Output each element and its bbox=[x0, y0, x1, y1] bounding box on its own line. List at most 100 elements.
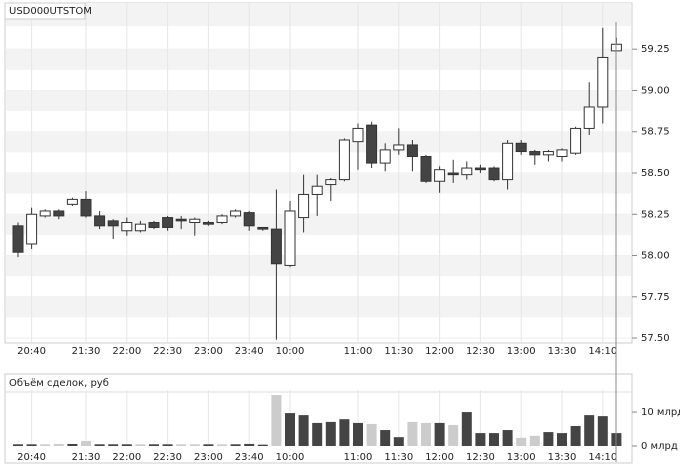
x-tick-label: 11:00 bbox=[344, 346, 373, 357]
volume-bar bbox=[176, 444, 187, 446]
candle-body bbox=[366, 124, 378, 164]
volume-bar bbox=[570, 425, 581, 446]
candle-body bbox=[162, 217, 174, 228]
stripe bbox=[6, 3, 631, 27]
x-tick-label: 13:00 bbox=[507, 346, 536, 357]
stripe bbox=[6, 255, 631, 277]
volume-bar bbox=[529, 435, 540, 446]
candle-body bbox=[502, 142, 514, 181]
volume-bar bbox=[421, 422, 431, 446]
candle-body bbox=[230, 210, 242, 217]
volume-bar bbox=[434, 422, 445, 446]
volume-bar bbox=[162, 444, 173, 446]
volume-bar bbox=[26, 444, 37, 446]
x-tick-label: 10:00 bbox=[276, 452, 305, 463]
y-tick-label: 57.75 bbox=[641, 292, 670, 303]
y-tick-label: 58.00 bbox=[641, 251, 670, 262]
x-tick-label: 23:40 bbox=[235, 346, 264, 357]
candle-body bbox=[474, 167, 486, 171]
candle-body bbox=[134, 223, 146, 232]
candle-body bbox=[556, 149, 568, 157]
candle-body bbox=[80, 198, 92, 217]
candle-body bbox=[461, 167, 473, 176]
stripe bbox=[6, 296, 631, 318]
x-tick-label: 11:00 bbox=[344, 452, 373, 463]
volume-bar bbox=[230, 444, 241, 446]
x-tick-label: 10:00 bbox=[276, 346, 305, 357]
candle-body bbox=[66, 198, 78, 205]
candle-body bbox=[298, 193, 310, 219]
volume-bar bbox=[339, 419, 350, 446]
volume-bar bbox=[271, 395, 282, 446]
candle-body bbox=[257, 226, 269, 230]
x-tick-label: 12:30 bbox=[466, 452, 495, 463]
candle-body bbox=[39, 210, 51, 217]
candle-body bbox=[447, 172, 459, 176]
volume-bar bbox=[584, 415, 595, 446]
y-tick-label: 0 млрд bbox=[641, 441, 678, 452]
stripe bbox=[6, 90, 631, 112]
y-tick-label: 58.50 bbox=[641, 168, 670, 179]
x-tick-label: 13:00 bbox=[507, 452, 536, 463]
x-tick-label: 23:00 bbox=[194, 452, 223, 463]
candle-body bbox=[270, 228, 282, 265]
candle-body bbox=[338, 139, 350, 181]
stripe bbox=[6, 131, 631, 153]
volume-bar bbox=[67, 443, 78, 446]
x-tick-label: 12:00 bbox=[425, 452, 454, 463]
volume-bar bbox=[475, 433, 486, 446]
x-tick-label: 21:30 bbox=[72, 346, 101, 357]
volume-bar bbox=[489, 433, 499, 446]
volume-bar bbox=[502, 430, 513, 446]
candle-body bbox=[12, 225, 24, 253]
title-box bbox=[4, 2, 86, 20]
candle-body bbox=[121, 222, 133, 232]
candle-body bbox=[175, 218, 187, 222]
x-tick-label: 13:30 bbox=[548, 346, 577, 357]
volume-bar bbox=[448, 424, 459, 446]
volume-bar bbox=[353, 422, 363, 446]
volume-bar bbox=[407, 421, 418, 446]
stripe bbox=[6, 49, 631, 70]
x-tick-label: 20:40 bbox=[17, 346, 46, 357]
volume-bar bbox=[366, 423, 377, 446]
volume-bar bbox=[393, 437, 404, 446]
x-tick-label: 13:30 bbox=[548, 452, 577, 463]
candle-body bbox=[311, 185, 323, 195]
candle-body bbox=[434, 169, 446, 182]
candle-body bbox=[202, 222, 214, 225]
candle-body bbox=[107, 220, 119, 227]
candle-body bbox=[216, 215, 228, 224]
x-tick-label: 22:30 bbox=[153, 452, 182, 463]
y-tick-label: 10 млрд bbox=[641, 407, 680, 418]
candle-body bbox=[583, 106, 595, 129]
volume-bar bbox=[53, 443, 64, 446]
x-tick-label: 20:40 bbox=[17, 452, 46, 463]
x-tick-label: 12:00 bbox=[425, 346, 454, 357]
candle-body bbox=[379, 149, 391, 164]
candle-body bbox=[243, 212, 255, 227]
candle-body bbox=[148, 222, 160, 228]
y-tick-label: 57.50 bbox=[641, 333, 670, 344]
candle-body bbox=[570, 127, 582, 154]
candle-body bbox=[26, 213, 38, 245]
x-tick-label: 23:40 bbox=[235, 452, 264, 463]
candle-body bbox=[406, 144, 418, 157]
x-tick-label: 11:30 bbox=[384, 346, 413, 357]
volume-bar bbox=[543, 432, 554, 446]
volume-title: Объём сделок, руб bbox=[9, 378, 109, 389]
volume-bar bbox=[244, 443, 255, 446]
candle-body bbox=[53, 210, 65, 217]
candle-body bbox=[420, 155, 432, 182]
volume-bar bbox=[597, 416, 608, 446]
x-tick-label: 21:30 bbox=[72, 452, 101, 463]
volume-bar bbox=[312, 422, 323, 446]
candle-body bbox=[393, 144, 405, 151]
volume-bar bbox=[380, 430, 391, 446]
volume-bar bbox=[149, 444, 159, 446]
candle-body bbox=[352, 127, 364, 143]
volume-bar bbox=[557, 433, 567, 446]
volume-bar bbox=[81, 440, 91, 446]
volume-bar bbox=[217, 444, 227, 446]
